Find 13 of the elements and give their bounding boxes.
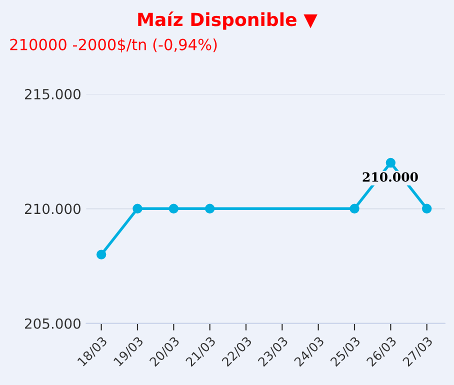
point — [168, 204, 179, 214]
y-tick-label: 210.000 — [24, 204, 80, 214]
y-tick-label: 205.000 — [24, 318, 80, 329]
point — [204, 204, 215, 214]
point — [422, 204, 432, 214]
annotation: 210.000 — [362, 172, 418, 182]
point — [386, 158, 396, 168]
chart-title: Maíz Disponible ▼ — [138, 12, 318, 30]
point — [96, 250, 106, 260]
point — [132, 204, 142, 214]
point — [350, 204, 360, 214]
y-tick-label: 215.000 — [24, 88, 80, 100]
chart-subtitle: 210000 -2000$/tn (-0,94%) — [10, 38, 217, 52]
